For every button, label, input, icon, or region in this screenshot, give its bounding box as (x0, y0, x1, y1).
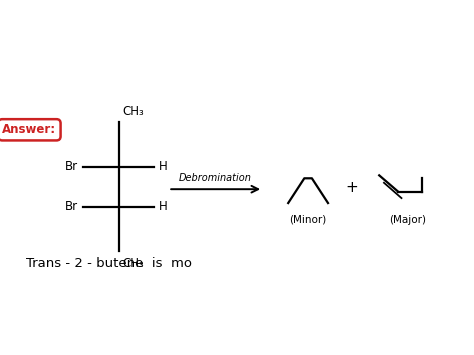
Text: Debromination: Debromination (179, 173, 252, 183)
Text: (Major): (Major) (389, 215, 426, 225)
Text: +: + (346, 180, 358, 195)
Text: H: H (159, 160, 167, 174)
Text: (Minor): (Minor) (290, 215, 327, 225)
Text: H: H (159, 200, 167, 213)
Text: CH₃: CH₃ (122, 257, 144, 270)
Text: CHEMISTRY ·: CHEMISTRY · (205, 14, 269, 23)
Text: Br: Br (65, 200, 78, 213)
Text: Br: Br (65, 160, 78, 174)
Text: 8:29 PM   Sat 18 Dec: 8:29 PM Sat 18 Dec (9, 13, 75, 18)
Text: CH₃: CH₃ (122, 105, 144, 119)
Text: Trans - 2 - butene  is  mo: Trans - 2 - butene is mo (26, 257, 192, 270)
Text: Answer:: Answer: (2, 123, 56, 136)
